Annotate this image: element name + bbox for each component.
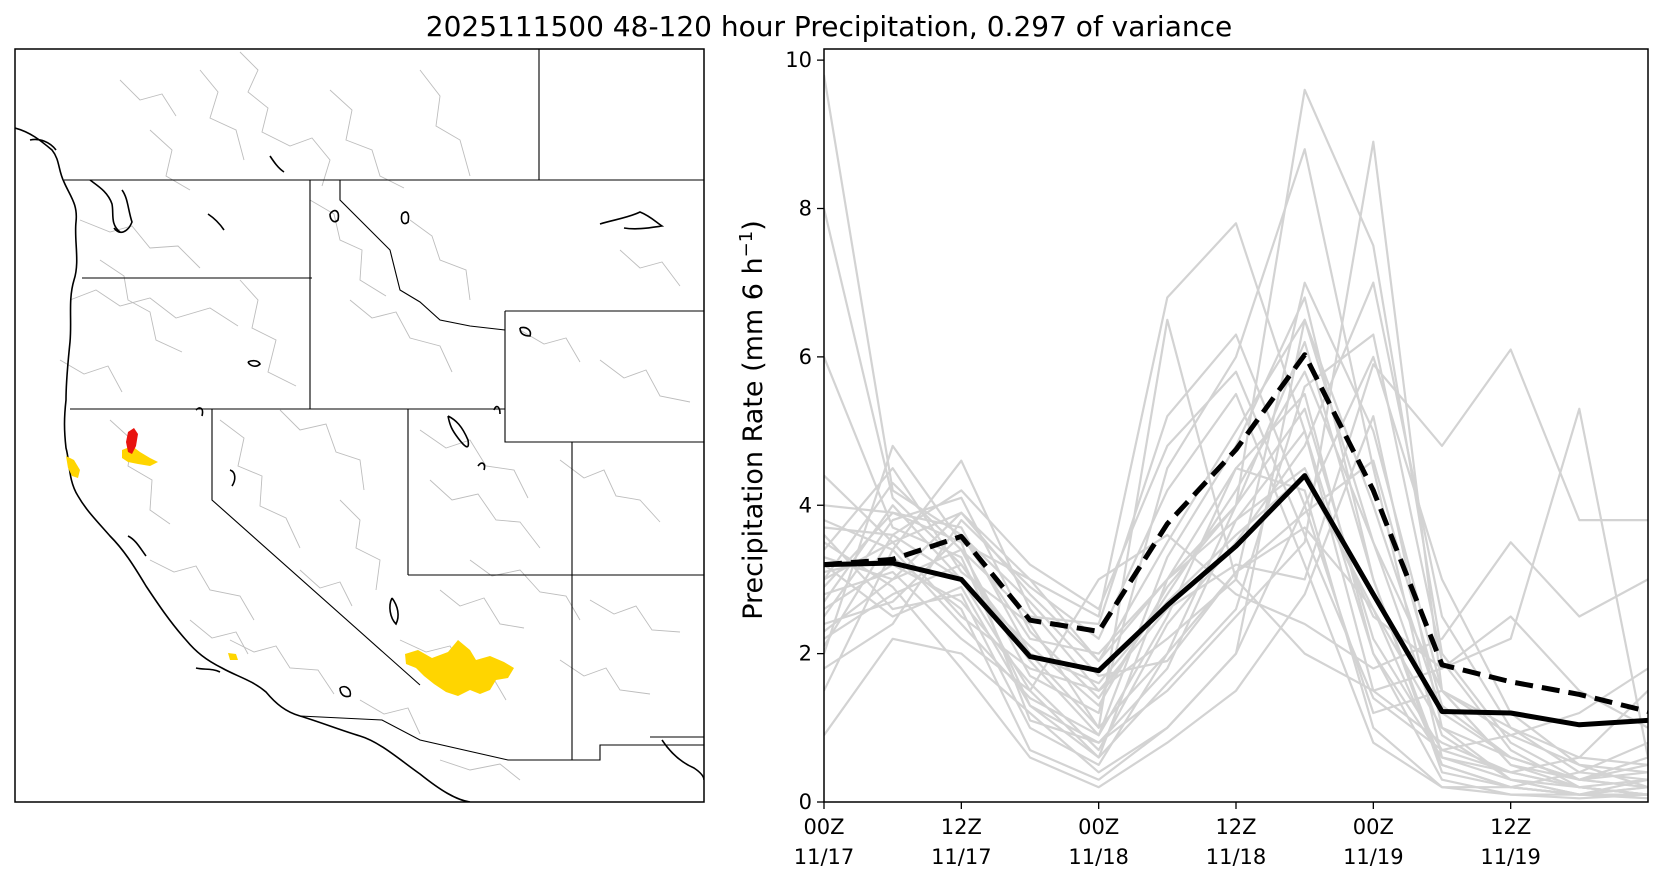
summary-series <box>824 352 1648 728</box>
ensemble-members <box>824 74 1648 800</box>
ensemble-member-line <box>824 370 1648 752</box>
y-tick-label: 10 <box>785 48 812 72</box>
x-tick-label-date: 11/19 <box>1343 845 1404 869</box>
timeseries-chart: 0 2 4 6 8 10 00Z 11/17 12Z 11/17 00Z 11/18 12Z 11/18… <box>736 48 1649 869</box>
x-tick-label-time: 00Z <box>803 815 844 839</box>
y-tick-label: 8 <box>799 197 812 221</box>
ensemble-member-line <box>824 348 1648 692</box>
series-line-mean <box>824 473 1648 728</box>
ensemble-member-line <box>824 340 1648 796</box>
ensemble-member-line <box>824 281 1648 781</box>
highlight-area-socal <box>228 653 238 660</box>
map-panel <box>14 48 705 803</box>
ensemble-member-line <box>824 208 1648 789</box>
figure-title: 2025111500 48-120 hour Precipitation, 0.… <box>425 10 1233 43</box>
x-tick-label-date: 11/19 <box>1480 845 1541 869</box>
y-tick-label: 2 <box>799 642 812 666</box>
ensemble-member-line <box>824 533 1648 692</box>
x-tick-label-date: 11/17 <box>931 845 992 869</box>
y-axis-ticks: 0 2 4 6 8 10 <box>785 48 824 814</box>
y-tick-label: 4 <box>799 493 812 517</box>
series-line-weighted <box>824 352 1648 714</box>
y-tick-label: 0 <box>799 790 812 814</box>
precip-highlight-basins <box>66 428 514 696</box>
x-tick-label-time: 00Z <box>1353 815 1394 839</box>
x-tick-label-date: 11/17 <box>794 845 855 869</box>
highlight-area-norcal-coast <box>66 456 80 478</box>
ensemble-member-line <box>824 415 1648 800</box>
y-tick-label: 6 <box>799 345 812 369</box>
y-axis-label: Precipitation Rate (mm 6 h−1) <box>736 220 769 620</box>
state-boundaries <box>64 49 704 761</box>
x-tick-label-time: 12Z <box>1490 815 1531 839</box>
ensemble-member-line <box>824 281 1648 781</box>
map-frame <box>14 48 705 803</box>
highlight-area-arizona <box>405 640 514 696</box>
ensemble-member-line <box>824 333 1648 796</box>
plot-frame <box>823 48 1649 803</box>
x-tick-label-time: 12Z <box>1215 815 1256 839</box>
map-background <box>15 49 704 802</box>
highlight-area-red <box>126 428 138 454</box>
x-tick-label-time: 00Z <box>1078 815 1119 839</box>
x-tick-label-date: 11/18 <box>1206 845 1267 869</box>
x-tick-label-date: 11/18 <box>1068 845 1129 869</box>
ensemble-member-line <box>824 74 1648 729</box>
coastline <box>15 127 704 802</box>
watershed-boundaries <box>59 51 691 781</box>
x-tick-label-time: 12Z <box>941 815 982 839</box>
x-axis-ticks: 00Z 11/17 12Z 11/17 00Z 11/18 12Z 11/18 00Z 11/19… <box>794 802 1541 869</box>
